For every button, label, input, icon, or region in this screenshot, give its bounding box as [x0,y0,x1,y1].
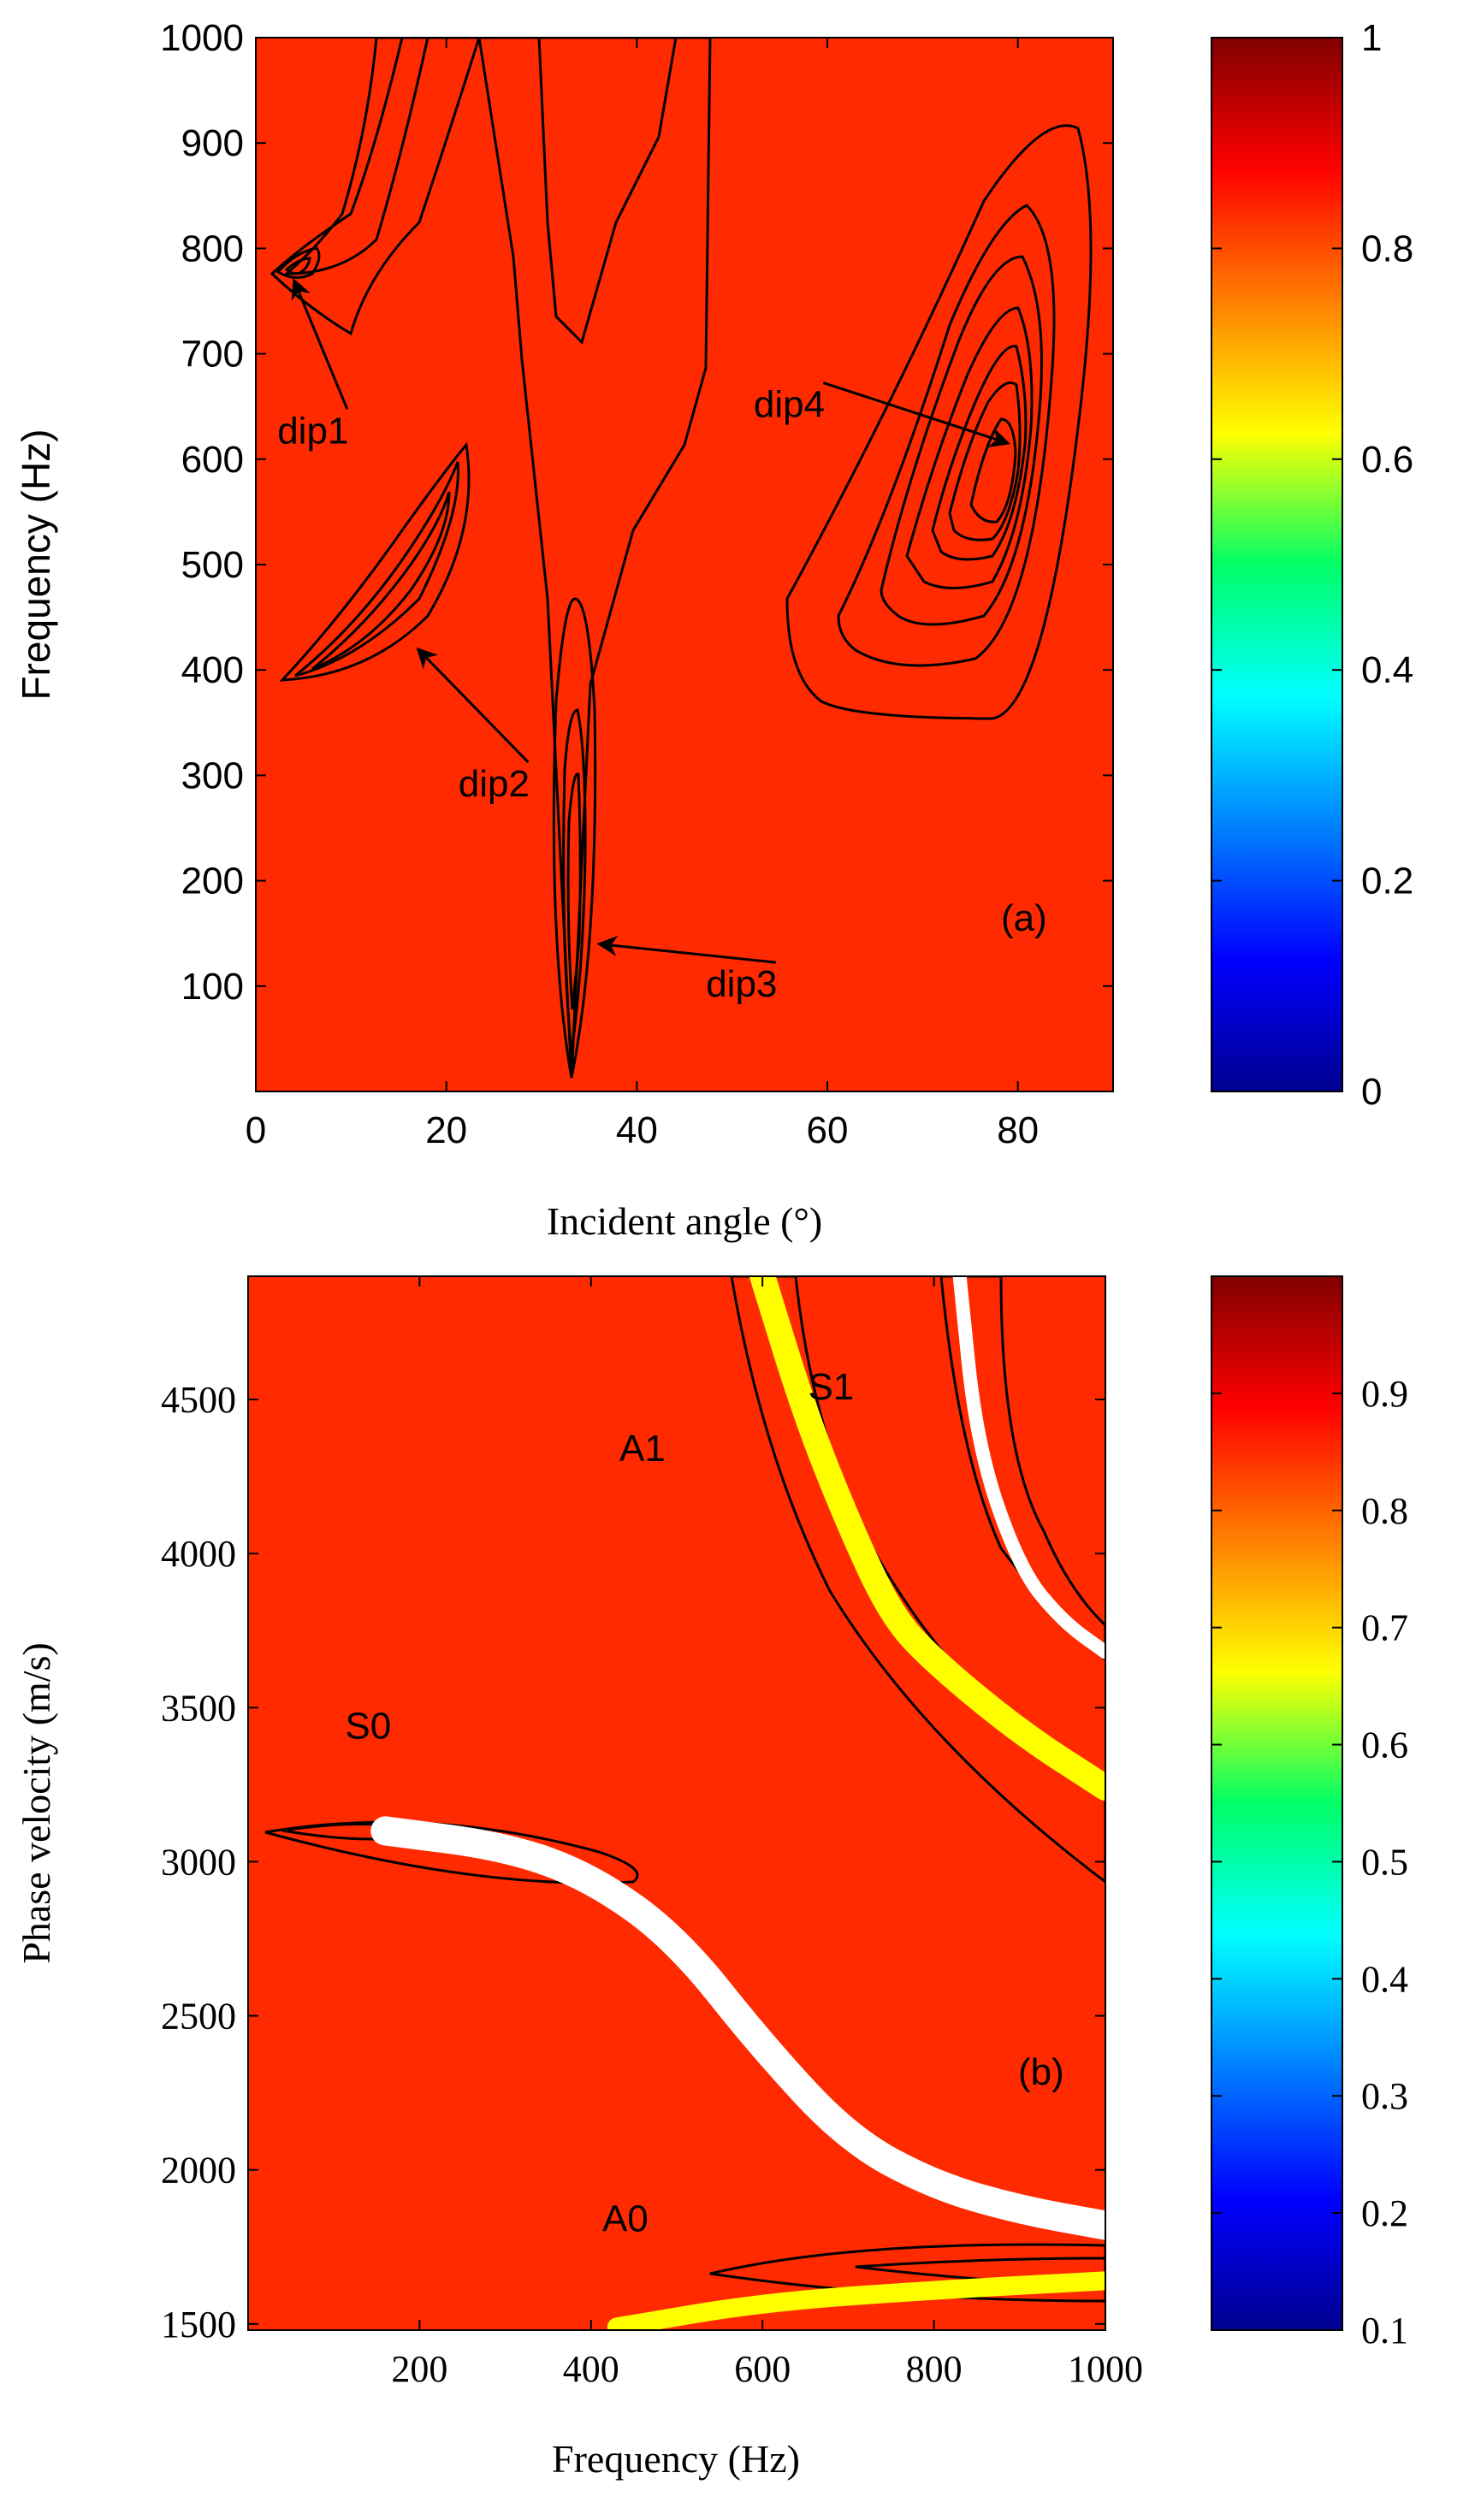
dispersion-curve-a1 [749,1276,1105,1801]
dip3-outer [552,597,597,1079]
panel-a-contours [270,38,1093,1079]
panel-b-ticks: 200 400 600 800 1000 1500 2000 2500 3000 3500 4000… [161,1276,1143,2390]
panel-b-label: (b) [1018,2051,1064,2093]
panel-a-ticks: 0 20 40 60 80 100 200 300 400 500 600 700 800 900 1000 [160,17,1113,1151]
panel-a-ytick-label: 1000 [160,17,244,59]
colorbar-b-tick-label: 0.7 [1361,1607,1408,1649]
central-top-region [537,38,678,345]
panel-b-xtick-label: 600 [734,2348,791,2390]
panel-b-ytick-label: 4500 [161,1379,236,1421]
dip1-core [284,257,311,275]
dip3-arrow [596,935,776,964]
panel-a-label: (a) [1001,897,1047,939]
central-ridge-region [477,38,712,1079]
dip4-level-6 [948,382,1022,541]
colorbar-b-tick-label: 0.1 [1361,2310,1408,2351]
colorbar-b-ticks: 0.1 0.2 0.3 0.4 0.5 0.6 0.7 0.8 0.9 [1211,1373,1408,2351]
panel-b-ytick-label: 3000 [161,1841,236,1883]
mode-label-s0: S0 [345,1705,391,1747]
panel-a: 0 20 40 60 80 100 200 300 400 500 600 700 800 900 1000… [14,17,1114,1243]
colorbar-a-ticks: 0 0.2 0.4 0.6 0.8 1 [1211,17,1413,1113]
panel-a-xlabel: Incident angle (°) [547,1199,822,1243]
panel-a-xtick-label: 0 [246,1109,266,1151]
colorbar-b-tick-label: 0.6 [1361,1724,1408,1766]
panel-b: 200 400 600 800 1000 1500 2000 2500 3000 3500 4000… [15,1275,1143,2481]
colorbar-b-tick-label: 0.9 [1361,1373,1408,1415]
colorbar-a-tick-label: 0.6 [1361,439,1413,481]
mode-label-a1: A1 [619,1428,666,1470]
panel-a-ytick-label: 700 [181,334,244,376]
dispersion-curve-s1 [952,1276,1105,1659]
panel-b-xlabel: Frequency (Hz) [552,2437,800,2481]
dip3-label: dip3 [706,963,777,1005]
panel-a-xtick-label: 60 [807,1109,849,1151]
colorbar-b: 0.1 0.2 0.3 0.4 0.5 0.6 0.7 0.8 0.9 [1211,1275,1408,2351]
panel-a-xtick-label: 40 [616,1109,658,1151]
upper-left-band [270,38,481,336]
mode-label-s1: S1 [808,1366,854,1408]
panel-b-dispersion-curves [370,1276,1105,2330]
colorbar-a-tick-label: 0 [1361,1071,1382,1113]
dip3-inner [562,708,587,1053]
panel-b-ytick-label: 2500 [161,1996,236,2038]
panel-b-ytick-label: 1500 [161,2304,236,2345]
dip1-feature [275,246,321,279]
panel-a-plot-area [256,38,1113,1091]
dip1-label: dip1 [277,410,348,452]
panel-a-ylabel: Frequency (Hz) [14,429,58,701]
dip4-arrow [822,382,1010,447]
dispersion-curve-a0 [607,2271,1105,2330]
panel-b-ytick-label: 4000 [161,1533,236,1575]
dip4-level-4 [905,306,1034,589]
dip2-arrow [416,647,530,764]
panel-b-ytick-label: 2000 [161,2150,236,2192]
dip3-core [566,772,582,1010]
panel-a-ytick-label: 800 [181,228,244,269]
colorbar-b-tick-label: 0.2 [1361,2192,1408,2234]
panel-b-xtick-label: 200 [391,2348,447,2390]
panel-a-xtick-label: 20 [425,1109,467,1151]
panel-a-ytick-label: 900 [181,122,244,164]
dip2-label: dip2 [459,763,530,805]
dip4-level-2 [837,204,1056,667]
panel-a-annotations: dip1 dip2 dip3 dip4 [277,278,1010,1005]
dip4-level-3 [880,255,1043,626]
panel-a-ytick-label: 500 [181,544,244,586]
colorbar-b-tick-label: 0.8 [1361,1490,1408,1532]
colorbar-b-tick-label: 0.4 [1361,1958,1408,2000]
panel-b-xtick-label: 800 [906,2348,963,2390]
colorbar-b-gradient [1211,1275,1343,2331]
panel-b-ytick-label: 3500 [161,1687,236,1729]
panel-b-xtick-label: 400 [563,2348,619,2390]
dip4-level-1 [785,124,1093,720]
panel-a-xtick-label: 80 [997,1109,1039,1151]
a0-lens-inner [855,2257,1105,2287]
panel-b-mode-labels: S0 A1 S1 A0 [345,1366,854,2240]
colorbar-a-tick-label: 0.8 [1361,228,1413,269]
panel-a-ytick-label: 400 [181,649,244,691]
dip2-core [311,491,451,671]
panel-b-frame [247,1275,1106,2331]
dip1-arrow [291,278,349,410]
panel-a-ytick-label: 100 [181,966,244,1008]
dip2-band-outer [279,441,471,682]
mode-label-a0: A0 [602,2198,649,2240]
panel-a-ytick-label: 300 [181,754,244,796]
colorbar-a-gradient [1211,37,1343,1092]
colorbar-b-tick-label: 0.5 [1361,1841,1408,1883]
colorbar-a: 0 0.2 0.4 0.6 0.8 1 [1211,17,1413,1113]
panel-a-ytick-label: 600 [181,439,244,481]
panel-a-ytick-label: 200 [181,861,244,902]
colorbar-a-tick-label: 0.4 [1361,649,1413,691]
colorbar-b-tick-label: 0.3 [1361,2075,1408,2117]
dip2-band-inner [294,461,459,677]
panel-b-plot-area [248,1276,1105,2330]
dip4-label: dip4 [754,384,825,426]
colorbar-a-tick-label: 1 [1361,17,1382,59]
panel-b-ylabel: Phase velocity (m/s) [15,1642,58,1964]
dispersion-curve-s0 [370,1816,1105,2240]
panel-b-xtick-label: 1000 [1068,2348,1143,2390]
colorbar-a-tick-label: 0.2 [1361,861,1413,902]
